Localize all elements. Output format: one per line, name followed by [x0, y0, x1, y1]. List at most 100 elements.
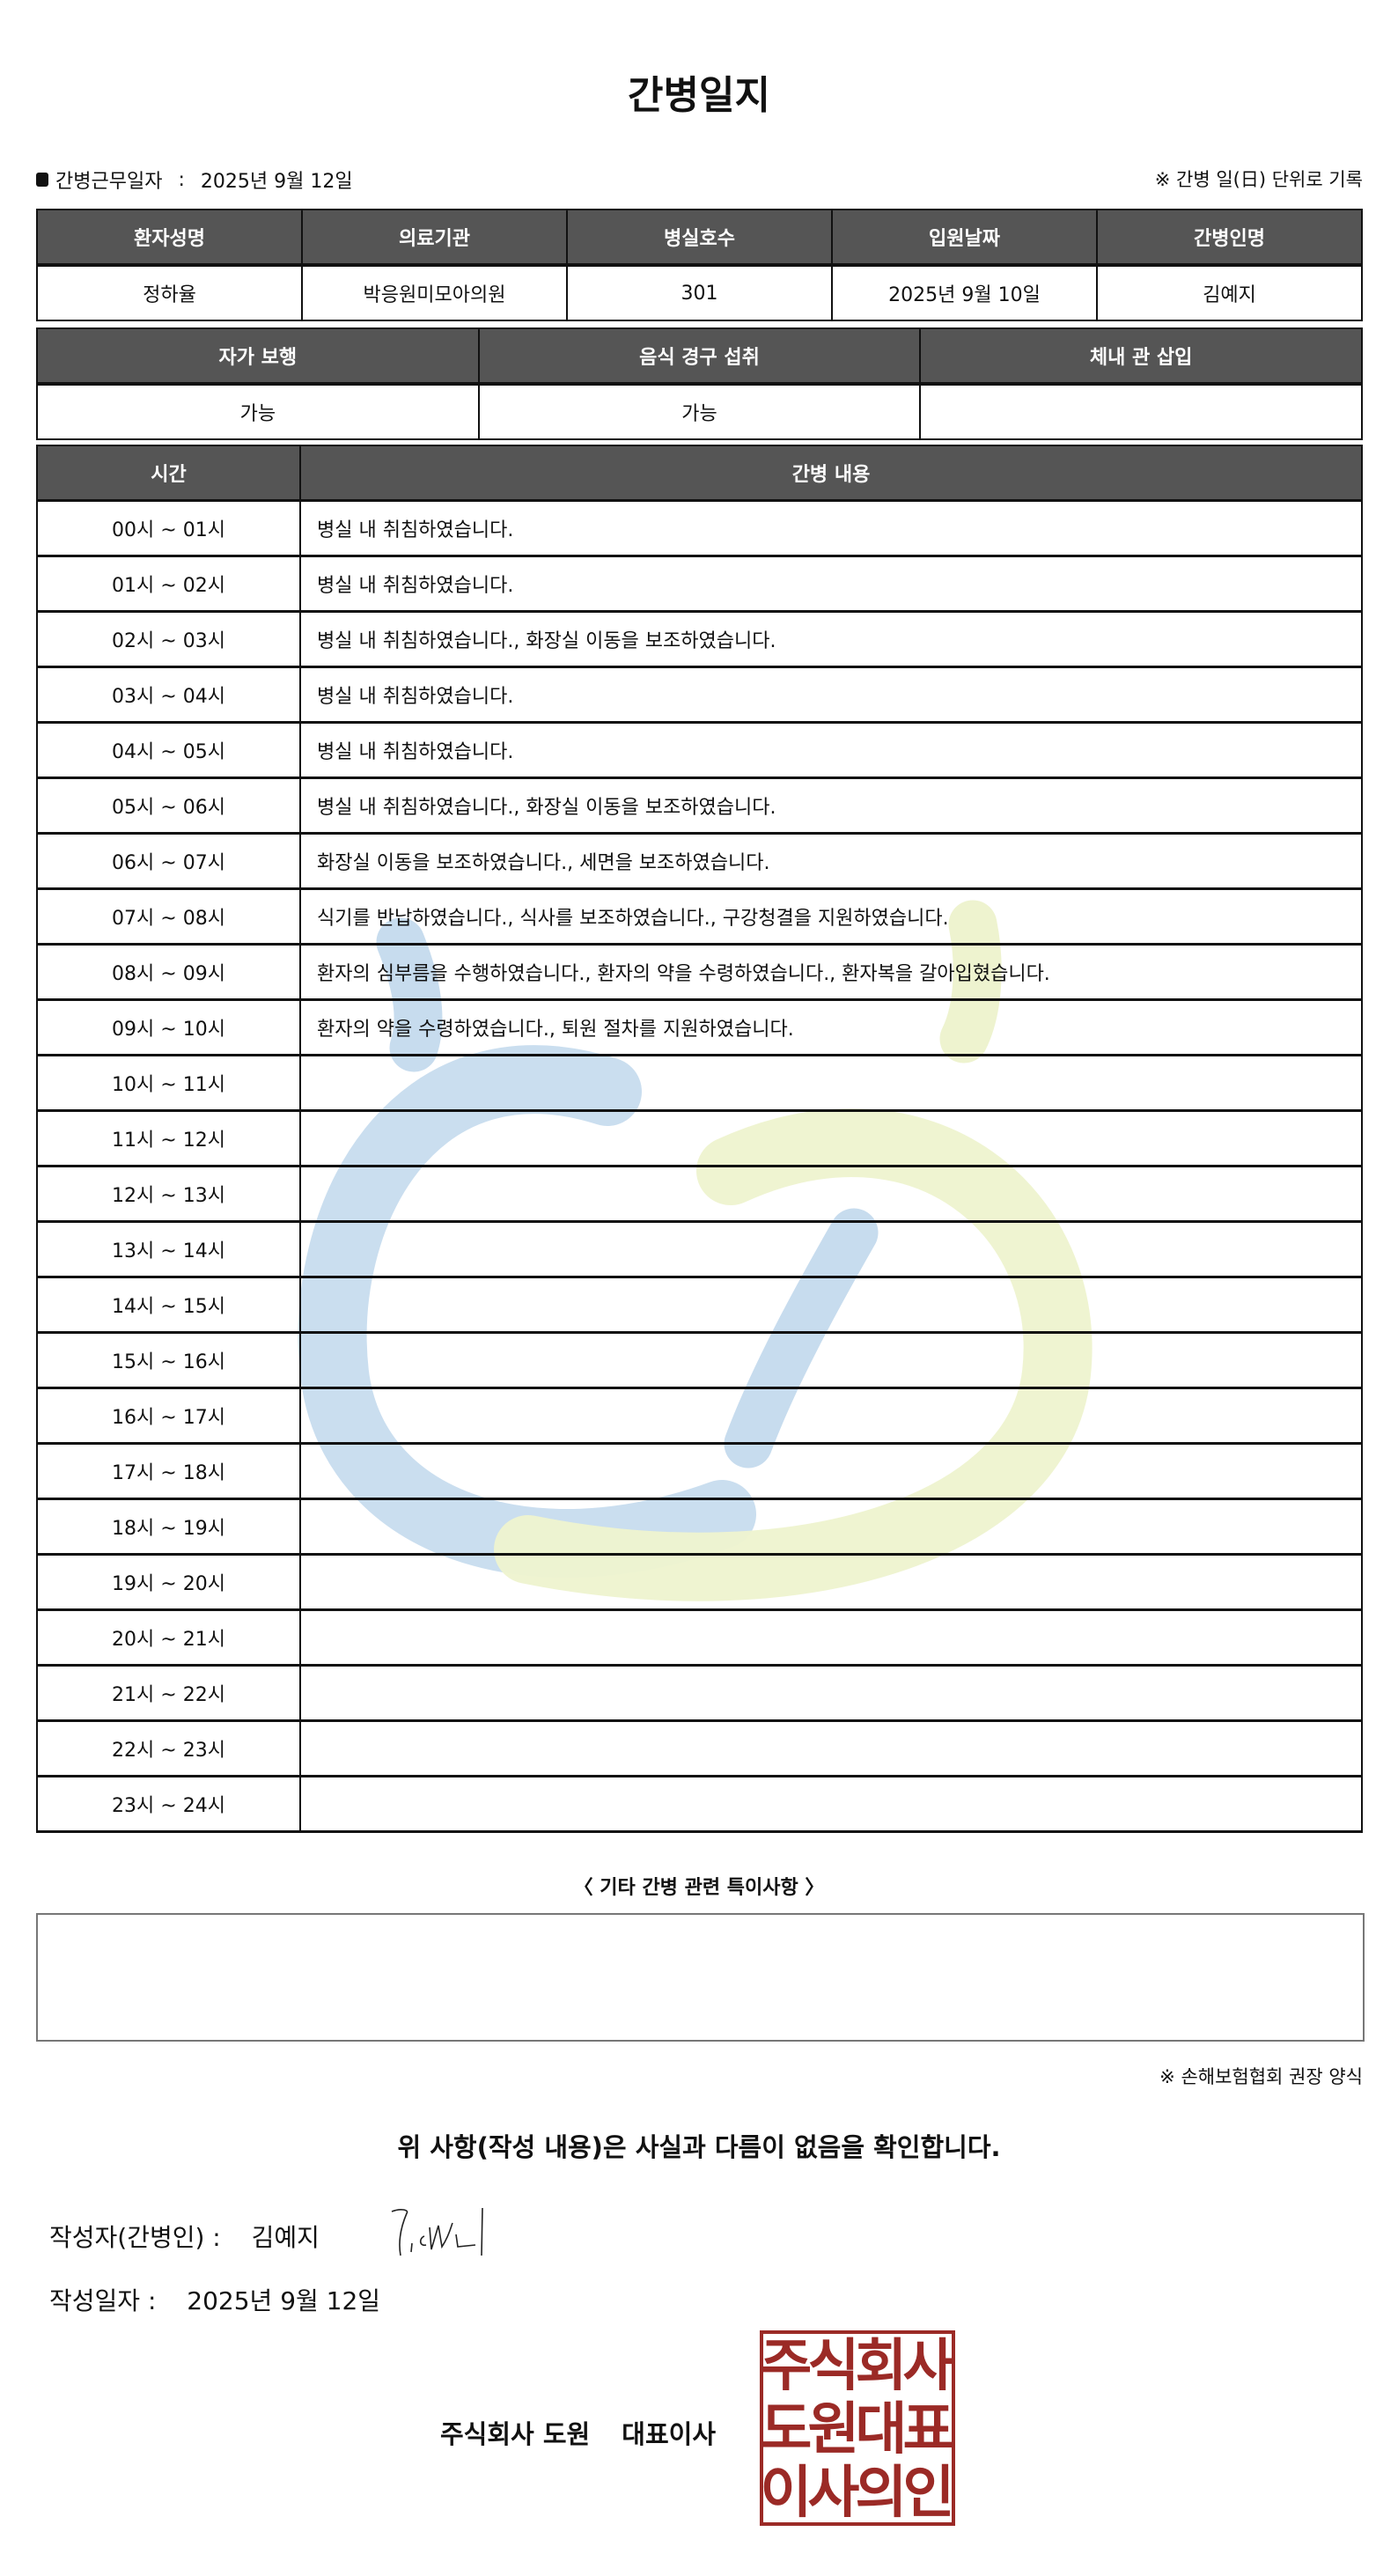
time-cell: 22시 ~ 23시 [36, 1719, 301, 1777]
table-row: 19시 ~ 20시 [36, 1553, 1363, 1611]
care-log-table: 시간 간병 내용 00시 ~ 01시 병실 내 취침하였습니다. 01시 ~ 02시… [36, 445, 1363, 1833]
table-row: 11시 ~ 12시 [36, 1109, 1363, 1167]
table-row: 15시 ~ 16시 [36, 1331, 1363, 1389]
table-row: 08시 ~ 09시 환자의 심부름을 수행하였습니다., 환자의 약을 수령하였습… [36, 943, 1363, 1001]
time-cell: 21시 ~ 22시 [36, 1664, 301, 1722]
table-row: 02시 ~ 03시 병실 내 취침하였습니다., 화장실 이동을 보조하였습니다. [36, 610, 1363, 668]
content-cell: 화장실 이동을 보조하였습니다., 세면을 보조하였습니다. [299, 832, 1363, 890]
page-title: 간병일지 [628, 73, 770, 118]
seal-character: 사 [903, 2334, 955, 2399]
content-cell [299, 1553, 1363, 1611]
time-cell: 11시 ~ 12시 [36, 1109, 301, 1167]
company-line: 주식회사 도원 대표이사 [440, 2414, 716, 2451]
time-cell: 17시 ~ 18시 [36, 1442, 301, 1500]
time-cell: 10시 ~ 11시 [36, 1054, 301, 1112]
table-row: 20시 ~ 21시 [36, 1608, 1363, 1667]
content-cell [299, 1442, 1363, 1500]
time-cell: 09시 ~ 10시 [36, 998, 301, 1056]
header-cell: 체내 관 삽입 [919, 328, 1363, 386]
patient-name: 정하율 [36, 264, 303, 321]
content-cell [299, 1109, 1363, 1167]
caregiver-name: 김예지 [1096, 264, 1363, 321]
time-cell: 20시 ~ 21시 [36, 1608, 301, 1667]
seal-character: 대 [856, 2397, 908, 2462]
table-row: 16시 ~ 17시 [36, 1387, 1363, 1445]
time-cell: 12시 ~ 13시 [36, 1165, 301, 1223]
table-row: 13시 ~ 14시 [36, 1220, 1363, 1278]
header-cell: 병실호수 [566, 209, 833, 267]
content-cell: 병실 내 취침하였습니다., 화장실 이동을 보조하였습니다. [299, 776, 1363, 835]
table-row: 05시 ~ 06시 병실 내 취침하였습니다., 화장실 이동을 보조하였습니다. [36, 776, 1363, 835]
content-cell [299, 1165, 1363, 1223]
time-cell: 07시 ~ 08시 [36, 887, 301, 946]
time-cell: 03시 ~ 04시 [36, 666, 301, 724]
table-row: 21시 ~ 22시 [36, 1664, 1363, 1722]
table-row: 14시 ~ 15시 [36, 1276, 1363, 1334]
seal-character: 이 [761, 2461, 813, 2526]
seal-character: 의 [856, 2461, 908, 2526]
tube-insertion [919, 383, 1363, 440]
work-date-label: 간병근무일자 [55, 171, 163, 193]
header-cell: 입원날짜 [831, 209, 1098, 267]
content-cell [299, 1387, 1363, 1445]
header-content: 간병 내용 [299, 445, 1363, 502]
content-cell: 환자의 약을 수령하였습니다., 퇴원 절차를 지원하였습니다. [299, 998, 1363, 1056]
time-cell: 01시 ~ 02시 [36, 555, 301, 613]
time-cell: 02시 ~ 03시 [36, 610, 301, 668]
table-row: 01시 ~ 02시 병실 내 취침하였습니다. [36, 555, 1363, 613]
content-cell [299, 1276, 1363, 1334]
seal-character: 식 [808, 2334, 860, 2399]
table-row: 04시 ~ 05시 병실 내 취침하였습니다. [36, 721, 1363, 779]
content-cell [299, 1775, 1363, 1833]
work-date-separator: : [178, 168, 185, 191]
time-cell: 06시 ~ 07시 [36, 832, 301, 890]
writer-label: 작성자(간병인) : [49, 2223, 221, 2252]
table-row: 06시 ~ 07시 화장실 이동을 보조하였습니다., 세면을 보조하였습니다. [36, 832, 1363, 890]
time-cell: 00시 ~ 01시 [36, 499, 301, 557]
seal-character: 회 [856, 2334, 908, 2399]
seal-character: 원 [808, 2397, 860, 2462]
table-row: 12시 ~ 13시 [36, 1165, 1363, 1223]
seal-character: 표 [903, 2397, 955, 2462]
written-date-line: 작성일자 : 2025년 9월 12일 [49, 2282, 380, 2317]
table-row: 03시 ~ 04시 병실 내 취침하였습니다. [36, 666, 1363, 724]
bullet-square-icon [36, 173, 48, 187]
content-cell: 병실 내 취침하였습니다. [299, 721, 1363, 779]
hospital: 박응원미모아의원 [301, 264, 568, 321]
table-row: 10시 ~ 11시 [36, 1054, 1363, 1112]
content-cell [299, 1331, 1363, 1389]
content-cell: 환자의 심부름을 수행하였습니다., 환자의 약을 수령하였습니다., 환자복을… [299, 943, 1363, 1001]
time-cell: 14시 ~ 15시 [36, 1276, 301, 1334]
writer-line: 작성자(간병인) : 김예지 [49, 2219, 320, 2254]
seal-character: 사 [808, 2461, 860, 2526]
written-date-label: 작성일자 : [49, 2286, 157, 2315]
confirmation-statement: 위 사항(작성 내용)은 사실과 다름이 없음을 확인합니다. [397, 2132, 1001, 2162]
company-name: 주식회사 도원 [440, 2419, 591, 2449]
content-cell: 병실 내 취침하였습니다. [299, 555, 1363, 613]
time-cell: 15시 ~ 16시 [36, 1331, 301, 1389]
patient-status-table: 자가 보행 음식 경구 섭취 체내 관 삽입 가능 가능 [36, 328, 1363, 440]
table-row: 00시 ~ 01시 병실 내 취침하였습니다. [36, 499, 1363, 557]
writer-name: 김예지 [251, 2223, 320, 2252]
content-cell [299, 1608, 1363, 1667]
association-note: ※ 손해보험협회 권장 양식 [1159, 2066, 1363, 2087]
content-cell: 병실 내 취침하였습니다. [299, 499, 1363, 557]
oral-intake: 가능 [477, 383, 922, 440]
content-cell: 식기를 반납하였습니다., 식사를 보조하였습니다., 구강청결을 지원하였습니… [299, 887, 1363, 946]
header-cell: 음식 경구 섭취 [477, 328, 922, 386]
header-cell: 자가 보행 [36, 328, 480, 386]
table-row: 07시 ~ 08시 식기를 반납하였습니다., 식사를 보조하였습니다., 구강청… [36, 887, 1363, 946]
time-cell: 13시 ~ 14시 [36, 1220, 301, 1278]
admission-date: 2025년 9월 10일 [831, 264, 1098, 321]
table-row: 09시 ~ 10시 환자의 약을 수령하였습니다., 퇴원 절차를 지원하였습니다… [36, 998, 1363, 1056]
content-cell [299, 1719, 1363, 1777]
seal-character: 주 [761, 2334, 813, 2399]
table-row: 22시 ~ 23시 [36, 1719, 1363, 1777]
content-cell [299, 1664, 1363, 1722]
work-date: 간병근무일자 : 2025년 9월 12일 [36, 166, 353, 194]
notes-box [36, 1913, 1365, 2042]
time-cell: 08시 ~ 09시 [36, 943, 301, 1001]
time-cell: 19시 ~ 20시 [36, 1553, 301, 1611]
content-cell: 병실 내 취침하였습니다., 화장실 이동을 보조하였습니다. [299, 610, 1363, 668]
